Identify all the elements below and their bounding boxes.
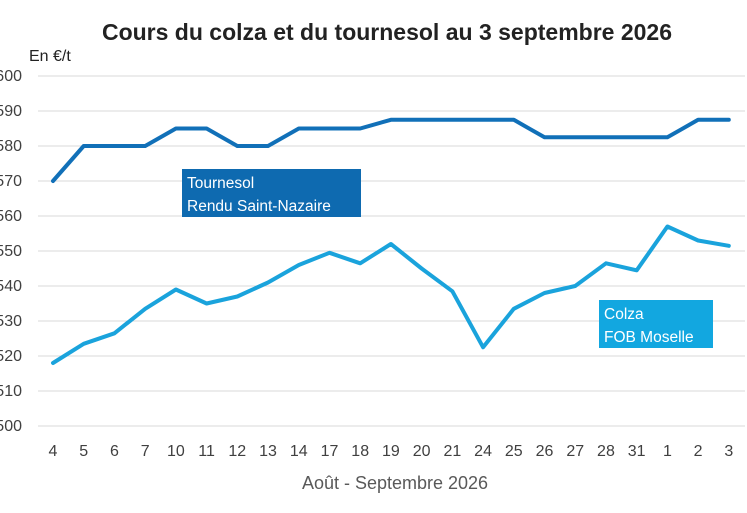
x-tick-label: 5 [79, 443, 88, 460]
series-label-colza-line1: Colza [604, 306, 644, 323]
x-tick-label: 2 [694, 443, 703, 460]
x-tick-label: 11 [198, 443, 215, 460]
x-tick-label: 10 [167, 443, 185, 460]
x-axis-title: Août - Septembre 2026 [302, 473, 488, 493]
y-tick-label: 530 [0, 313, 22, 330]
x-tick-label: 17 [321, 443, 339, 460]
x-tick-label: 18 [351, 443, 369, 460]
y-tick-label: 520 [0, 348, 22, 365]
chart-title: Cours du colza et du tournesol au 3 sept… [102, 19, 672, 45]
series-label-tournesol-line2: Rendu Saint-Nazaire [187, 198, 331, 215]
y-tick-label: 600 [0, 68, 22, 85]
y-tick-label: 510 [0, 383, 22, 400]
y-tick-label: 500 [0, 418, 22, 435]
x-tick-label: 1 [663, 443, 672, 460]
series-label-colza-line2: FOB Moselle [604, 329, 694, 346]
series-line-tournesol [51, 117, 731, 183]
x-tick-label: 19 [382, 443, 400, 460]
x-tick-label: 7 [141, 443, 150, 460]
series-label-colza-box [599, 300, 713, 348]
series-label-tournesol-line1: Tournesol [187, 175, 254, 192]
series-line-colza [51, 224, 731, 365]
y-axis-unit-label: En €/t [29, 48, 71, 65]
x-tick-label: 12 [228, 443, 246, 460]
gridlines [38, 75, 745, 427]
x-tick-label: 21 [443, 443, 461, 460]
x-tick-label: 14 [290, 443, 308, 460]
x-tick-label: 26 [536, 443, 554, 460]
x-tick-label: 25 [505, 443, 523, 460]
y-axis-ticks: 500 510 520 530 540 550 560 570 580 590 600 [0, 68, 22, 435]
series-label-tournesol-box [182, 169, 361, 217]
y-tick-label: 570 [0, 173, 22, 190]
x-tick-label: 24 [474, 443, 492, 460]
y-tick-label: 540 [0, 278, 22, 295]
x-tick-label: 13 [259, 443, 277, 460]
x-tick-label: 4 [49, 443, 58, 460]
y-tick-label: 580 [0, 138, 22, 155]
x-tick-label: 3 [724, 443, 733, 460]
y-tick-label: 550 [0, 243, 22, 260]
series-lines [51, 117, 731, 365]
series-label-colza: Colza FOB Moselle [599, 300, 713, 348]
series-label-tournesol: Tournesol Rendu Saint-Nazaire [182, 169, 361, 217]
x-tick-label: 6 [110, 443, 119, 460]
y-tick-label: 560 [0, 208, 22, 225]
x-tick-label: 31 [628, 443, 646, 460]
y-tick-label: 590 [0, 103, 22, 120]
x-axis-ticks: 4 5 6 7 10 11 12 13 14 17 18 19 20 21 24 25 26 27 28 31 1 2 3 [49, 443, 734, 460]
x-tick-label: 27 [566, 443, 584, 460]
x-tick-label: 28 [597, 443, 615, 460]
x-tick-label: 20 [413, 443, 431, 460]
